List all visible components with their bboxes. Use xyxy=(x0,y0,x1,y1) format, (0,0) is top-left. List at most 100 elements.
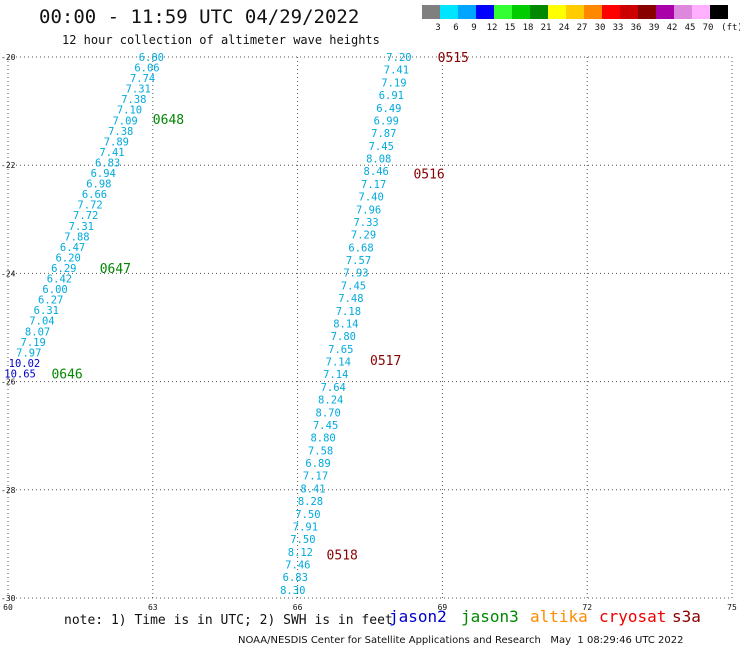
wave-height-value: 6.83 xyxy=(95,157,120,169)
legend-label: 18 xyxy=(522,23,534,33)
wave-height-value: 7.91 xyxy=(293,521,318,533)
wave-height-value: 7.97 xyxy=(16,347,41,359)
legend-swatch xyxy=(476,5,494,19)
y-tick-label: -28 xyxy=(1,486,16,495)
wave-height-value: 8.70 xyxy=(316,407,341,419)
legend-swatch xyxy=(638,5,656,19)
wave-height-value: 6.80 xyxy=(139,52,164,64)
chart-title: 00:00 - 11:59 UTC 04/29/2022 xyxy=(39,6,360,28)
wave-height-value: 10.02 xyxy=(9,358,41,370)
satellite-altika: altika xyxy=(530,607,588,626)
wave-height-value: 6.91 xyxy=(379,90,404,102)
wave-height-value: 7.19 xyxy=(381,77,406,89)
wave-height-value: 6.89 xyxy=(305,458,330,470)
legend-label: 21 xyxy=(540,23,552,33)
wave-height-value: 7.45 xyxy=(369,141,394,153)
wave-height-value: 7.50 xyxy=(290,534,315,546)
wave-height-value: 6.31 xyxy=(34,305,59,317)
satellite-cryosat: cryosat xyxy=(599,607,667,626)
pass-time-label: 0516 xyxy=(413,167,444,182)
wave-height-value: 7.40 xyxy=(359,192,384,204)
wave-height-value: 10.65 xyxy=(4,368,36,380)
legend-swatch xyxy=(620,5,638,19)
pass-time-label: 0646 xyxy=(51,367,82,382)
wave-height-value: 8.41 xyxy=(300,483,325,495)
footnote: note: 1) Time is in UTC; 2) SWH is in fe… xyxy=(64,613,393,628)
legend-swatch xyxy=(458,5,476,19)
legend-swatch xyxy=(674,5,692,19)
legend-swatch xyxy=(692,5,710,19)
wave-height-value: 6.47 xyxy=(60,242,85,254)
wave-height-value: 7.48 xyxy=(338,293,363,305)
wave-height-value: 7.17 xyxy=(361,179,386,191)
wave-height-value: 7.09 xyxy=(112,115,137,127)
wave-height-value: 7.58 xyxy=(308,445,333,457)
wave-height-value: 7.65 xyxy=(328,344,353,356)
credit-line: NOAA/NESDIS Center for Satellite Applica… xyxy=(238,635,684,646)
wave-height-value: 7.33 xyxy=(353,217,378,229)
wave-height-value: 7.46 xyxy=(285,560,310,572)
wave-height-value: 8.28 xyxy=(298,496,323,508)
wave-height-value: 6.00 xyxy=(42,284,67,296)
x-tick-label: 69 xyxy=(438,603,448,612)
legend-label: 39 xyxy=(648,23,660,33)
legend-label: 24 xyxy=(558,23,570,33)
wave-height-value: 7.64 xyxy=(321,382,346,394)
wave-height-value: 7.50 xyxy=(295,509,320,521)
wave-height-value: 7.41 xyxy=(384,65,409,77)
wave-height-value: 7.57 xyxy=(346,255,371,267)
wave-height-value: 7.14 xyxy=(326,357,351,369)
legend-swatch xyxy=(656,5,674,19)
legend-label: 45 xyxy=(684,23,696,33)
legend-label: 36 xyxy=(630,23,642,33)
pass-time-label: 0648 xyxy=(153,113,184,128)
satellite-s3a: s3a xyxy=(672,607,701,626)
legend-label: 3 xyxy=(435,23,441,33)
wave-height-value: 7.72 xyxy=(73,210,98,222)
legend-swatch xyxy=(548,5,566,19)
legend-swatch xyxy=(530,5,548,19)
wave-height-value: 7.45 xyxy=(341,280,366,292)
wave-height-value: 6.99 xyxy=(374,115,399,127)
wave-height-value: 7.72 xyxy=(77,200,102,212)
satellite-jason3: jason3 xyxy=(461,607,519,626)
legend-label: 27 xyxy=(576,23,588,33)
y-tick-label: -24 xyxy=(1,269,16,278)
legend-swatch xyxy=(710,5,728,19)
wave-height-value: 6.42 xyxy=(47,274,72,286)
legend-label: 6 xyxy=(453,23,459,33)
wave-height-value: 7.29 xyxy=(351,230,376,242)
wave-height-value: 7.31 xyxy=(69,221,94,233)
wave-height-value: 7.14 xyxy=(323,369,348,381)
y-tick-label: -26 xyxy=(1,378,16,387)
legend-swatch xyxy=(566,5,584,19)
wave-height-value: 6.06 xyxy=(134,63,159,75)
legend-label: 42 xyxy=(666,23,678,33)
wave-height-value: 8.30 xyxy=(280,585,305,597)
wave-height-value: 7.18 xyxy=(336,306,361,318)
legend-swatch xyxy=(602,5,620,19)
wave-height-value: 7.31 xyxy=(126,84,151,96)
wave-height-value: 6.94 xyxy=(91,168,116,180)
wave-height-value: 6.66 xyxy=(82,189,107,201)
wave-height-value: 8.80 xyxy=(310,433,335,445)
x-tick-label: 75 xyxy=(727,603,737,612)
legend-swatch xyxy=(422,5,440,19)
x-tick-label: 66 xyxy=(293,603,303,612)
y-tick-label: -20 xyxy=(1,53,16,62)
wave-height-value: 7.38 xyxy=(108,126,133,138)
wave-height-value: 6.29 xyxy=(51,263,76,275)
legend-unit: (ft) xyxy=(721,23,740,33)
legend-swatch xyxy=(584,5,602,19)
wave-height-value: 6.20 xyxy=(56,252,81,264)
pass-time-label: 0647 xyxy=(100,262,131,277)
wave-height-value: 6.27 xyxy=(38,295,63,307)
legend-label: 9 xyxy=(471,23,477,33)
pass-time-label: 0515 xyxy=(438,51,469,66)
wave-height-value: 8.07 xyxy=(25,326,50,338)
wave-height-value: 7.87 xyxy=(371,128,396,140)
wave-height-value: 6.49 xyxy=(376,103,401,115)
wave-height-value: 8.24 xyxy=(318,395,343,407)
y-tick-label: -30 xyxy=(1,594,16,603)
